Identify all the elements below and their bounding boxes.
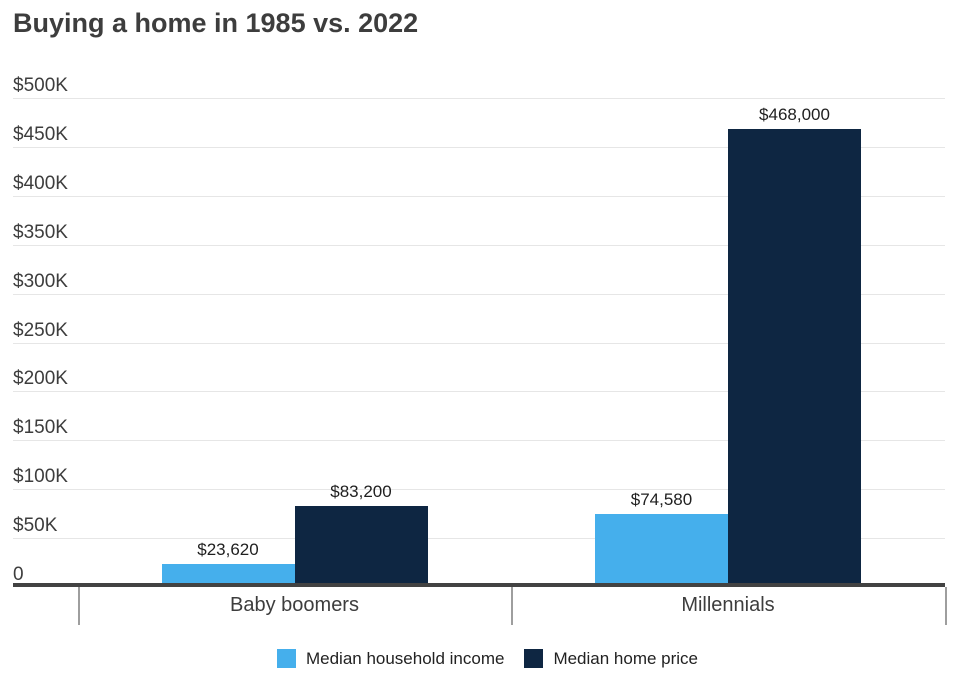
legend-swatch-median-home-price <box>524 649 544 668</box>
bar-median-home-price-millennials <box>728 129 861 584</box>
y-axis-label: $500K <box>13 75 68 96</box>
bar-value-label: $23,620 <box>197 539 259 559</box>
y-axis-label: $150K <box>13 417 68 439</box>
legend-swatch-median-household-income <box>276 649 296 668</box>
bar-median-household-income-millennials <box>595 514 728 584</box>
legend-item-median-home-price: Median home price <box>524 648 698 669</box>
y-axis-label: $300K <box>13 270 68 292</box>
y-axis-label: $100K <box>13 466 68 488</box>
bar-value-label: $468,000 <box>759 105 830 125</box>
bar-median-household-income-baby-boomers <box>161 563 295 584</box>
bar-median-home-price-baby-boomers <box>294 505 428 584</box>
y-axis-label: $200K <box>13 368 68 390</box>
y-axis-label: $250K <box>13 319 68 341</box>
gridline <box>13 244 945 246</box>
gridline <box>13 440 945 442</box>
gridline <box>13 391 945 393</box>
chart-title: Buying a home in 1985 vs. 2022 <box>13 8 419 38</box>
legend-label: Median household income <box>305 649 505 668</box>
y-axis-label: 0 <box>13 564 24 585</box>
gridline <box>13 293 945 295</box>
axis-tick <box>78 587 80 625</box>
x-axis-line <box>13 583 945 587</box>
gridline <box>13 195 945 197</box>
bar-value-label: $74,580 <box>630 490 693 510</box>
y-axis-label: $50K <box>13 515 58 537</box>
gridline <box>13 538 945 540</box>
legend-item-median-household-income: Median household income <box>276 648 505 669</box>
bar-value-label: $83,200 <box>330 481 392 501</box>
gridline <box>13 98 945 99</box>
axis-tick <box>511 587 513 625</box>
y-axis-label: $400K <box>13 172 68 194</box>
y-axis-label: $350K <box>13 221 68 243</box>
axis-tick <box>945 587 947 625</box>
legend: Median household income Median home price <box>0 648 975 669</box>
legend-label: Median home price <box>553 649 699 668</box>
x-axis-label-baby-boomers: Baby boomers <box>230 594 359 616</box>
gridline <box>13 146 945 148</box>
gridline <box>13 489 945 491</box>
x-axis-label-millennials: Millennials <box>681 594 775 616</box>
gridline <box>13 342 945 344</box>
y-axis-label: $450K <box>13 123 68 145</box>
